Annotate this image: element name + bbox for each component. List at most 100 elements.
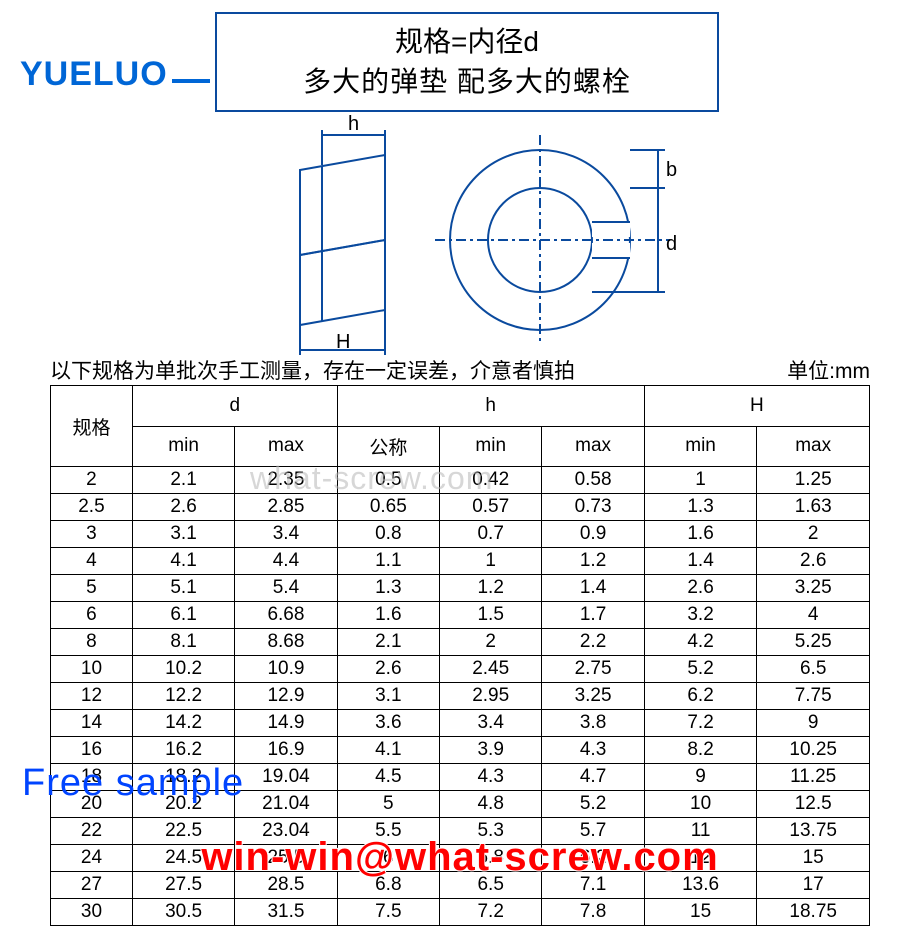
table-cell: 3.1 [132, 521, 234, 548]
table-cell: 3.4 [440, 710, 542, 737]
table-cell: 2.45 [440, 656, 542, 683]
table-cell: 0.73 [542, 494, 644, 521]
col-h-min: min [440, 426, 542, 467]
table-cell: 12.9 [235, 683, 337, 710]
table-cell: 1.6 [337, 602, 439, 629]
table-cell: 1 [440, 548, 542, 575]
table-cell: 0.58 [542, 467, 644, 494]
diagram-label-h: h [348, 113, 359, 135]
table-row: 88.18.682.122.24.25.25 [51, 629, 870, 656]
table-cell: 9 [757, 710, 870, 737]
table-cell: 3.25 [542, 683, 644, 710]
title-line-2: 多大的弹垫 配多大的螺栓 [227, 60, 707, 100]
table-cell: 5.2 [644, 656, 757, 683]
table-cell: 2.75 [542, 656, 644, 683]
table-cell: 2.95 [440, 683, 542, 710]
table-row: 66.16.681.61.51.73.24 [51, 602, 870, 629]
table-cell: 2.1 [132, 467, 234, 494]
measurement-note: 以下规格为单批次手工测量，存在一定误差，介意者慎拍 [50, 360, 575, 383]
col-d-max: max [235, 426, 337, 467]
col-h-nominal: 公称 [337, 426, 439, 467]
table-cell: 1.7 [542, 602, 644, 629]
table-cell: 5.2 [542, 791, 644, 818]
table-cell: 7.2 [644, 710, 757, 737]
table-cell: 2 [757, 521, 870, 548]
table-cell: 7.5 [337, 899, 439, 926]
table-cell: 1.1 [337, 548, 439, 575]
table-cell: 16.2 [132, 737, 234, 764]
table-cell: 16 [51, 737, 133, 764]
table-cell: 8.68 [235, 629, 337, 656]
diagram-label-d: d [666, 233, 677, 255]
table-cell: 31.5 [235, 899, 337, 926]
table-cell: 6.2 [644, 683, 757, 710]
table-cell: 0.7 [440, 521, 542, 548]
table-cell: 2.6 [757, 548, 870, 575]
table-row: 1010.210.92.62.452.755.26.5 [51, 656, 870, 683]
table-cell: 5 [51, 575, 133, 602]
table-cell: 6.5 [757, 656, 870, 683]
table-cell: 1.25 [757, 467, 870, 494]
table-cell: 3.8 [542, 710, 644, 737]
table-cell: 3 [51, 521, 133, 548]
table-row: 1414.214.93.63.43.87.29 [51, 710, 870, 737]
washer-diagram: h H b d [260, 110, 680, 365]
table-header-row-2: min max 公称 min max min max [51, 426, 870, 467]
col-group-H: H [644, 386, 869, 427]
table-cell: 5.4 [235, 575, 337, 602]
table-cell: 6 [51, 602, 133, 629]
col-H-max: max [757, 426, 870, 467]
table-cell: 7.8 [542, 899, 644, 926]
table-cell: 21.04 [235, 791, 337, 818]
table-cell: 2.6 [132, 494, 234, 521]
table-cell: 0.42 [440, 467, 542, 494]
table-cell: 2.6 [644, 575, 757, 602]
table-cell: 10.25 [757, 737, 870, 764]
table-cell: 0.5 [337, 467, 439, 494]
table-cell: 2.1 [337, 629, 439, 656]
table-cell: 1.2 [440, 575, 542, 602]
table-row: 33.13.40.80.70.91.62 [51, 521, 870, 548]
contact-email-overlay: win-win@what-screw.com [0, 835, 920, 880]
table-cell: 1.6 [644, 521, 757, 548]
table-cell: 30 [51, 899, 133, 926]
table-cell: 2.35 [235, 467, 337, 494]
table-cell: 10.9 [235, 656, 337, 683]
table-cell: 10 [644, 791, 757, 818]
table-cell: 0.8 [337, 521, 439, 548]
table-cell: 1 [644, 467, 757, 494]
table-cell: 6.1 [132, 602, 234, 629]
table-cell: 4.5 [337, 764, 439, 791]
table-cell: 4.3 [542, 737, 644, 764]
table-cell: 8.2 [644, 737, 757, 764]
table-cell: 14 [51, 710, 133, 737]
table-cell: 12.2 [132, 683, 234, 710]
table-cell: 12 [51, 683, 133, 710]
col-H-min: min [644, 426, 757, 467]
table-cell: 3.25 [757, 575, 870, 602]
table-cell: 4 [757, 602, 870, 629]
table-row: 44.14.41.111.21.42.6 [51, 548, 870, 575]
table-cell: 15 [644, 899, 757, 926]
table-cell: 3.2 [644, 602, 757, 629]
table-row: 22.12.350.50.420.5811.25 [51, 467, 870, 494]
table-cell: 1.4 [644, 548, 757, 575]
table-row: 1212.212.93.12.953.256.27.75 [51, 683, 870, 710]
table-header-row-1: 规格 d h H [51, 386, 870, 427]
table-cell: 14.2 [132, 710, 234, 737]
col-spec: 规格 [51, 386, 133, 467]
logo-text: YUELUO [20, 55, 168, 93]
table-cell: 4.7 [542, 764, 644, 791]
table-cell: 4.3 [440, 764, 542, 791]
col-group-d: d [132, 386, 337, 427]
brand-logo: YUELUO [20, 55, 210, 94]
table-cell: 19.04 [235, 764, 337, 791]
table-cell: 14.9 [235, 710, 337, 737]
table-cell: 6.68 [235, 602, 337, 629]
table-cell: 12.5 [757, 791, 870, 818]
table-cell: 4.8 [440, 791, 542, 818]
table-cell: 10.2 [132, 656, 234, 683]
table-row: 2.52.62.850.650.570.731.31.63 [51, 494, 870, 521]
table-cell: 1.3 [644, 494, 757, 521]
table-row: 1616.216.94.13.94.38.210.25 [51, 737, 870, 764]
